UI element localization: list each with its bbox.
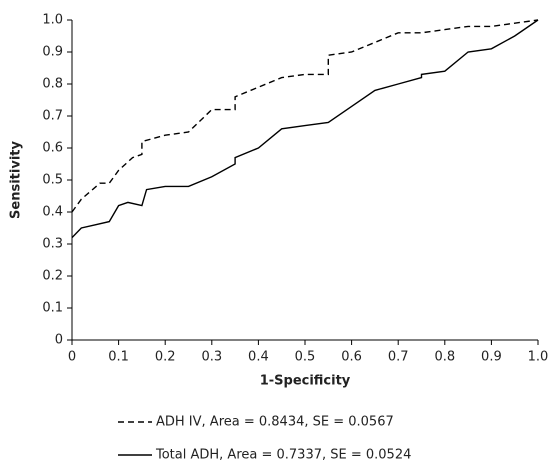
y-tick-label: 0.4 <box>42 205 63 220</box>
x-tick-label: 0.2 <box>155 350 176 365</box>
x-tick-label: 0 <box>68 350 76 365</box>
x-tick-label: 0.1 <box>108 350 129 365</box>
x-tick-label: 0.3 <box>201 350 222 365</box>
x-tick-label: 0.7 <box>388 350 409 365</box>
y-tick-label: 0.1 <box>42 301 63 316</box>
x-axis-label: 1-Specificity <box>260 374 351 389</box>
y-tick-label: 0.5 <box>42 173 63 188</box>
roc-line <box>71 19 539 239</box>
legend-label: ADH IV, Area = 0.8434, SE = 0.0567 <box>156 415 394 430</box>
y-tick-label: 0.3 <box>42 237 63 252</box>
x-tick-label: 1.0 <box>528 350 549 365</box>
y-tick-label: 0.9 <box>42 45 63 60</box>
y-tick-label: 0.7 <box>42 109 63 124</box>
x-tick-label: 0.6 <box>341 350 362 365</box>
y-axis-label: Sensitivity <box>9 141 24 219</box>
y-tick-label: 0.8 <box>42 77 63 92</box>
legend-label: Total ADH, Area = 0.7337, SE = 0.0524 <box>155 448 411 463</box>
x-tick-label: 0.9 <box>481 350 502 365</box>
y-tick-label: 0 <box>55 333 63 348</box>
x-tick-label: 0.8 <box>434 350 455 365</box>
x-tick-label: 0.4 <box>248 350 269 365</box>
roc-line <box>71 19 539 213</box>
y-tick-label: 0.6 <box>42 141 63 156</box>
x-tick-label: 0.5 <box>295 350 316 365</box>
y-tick-label: 0.2 <box>42 269 63 284</box>
y-tick-label: 1.0 <box>42 13 63 28</box>
